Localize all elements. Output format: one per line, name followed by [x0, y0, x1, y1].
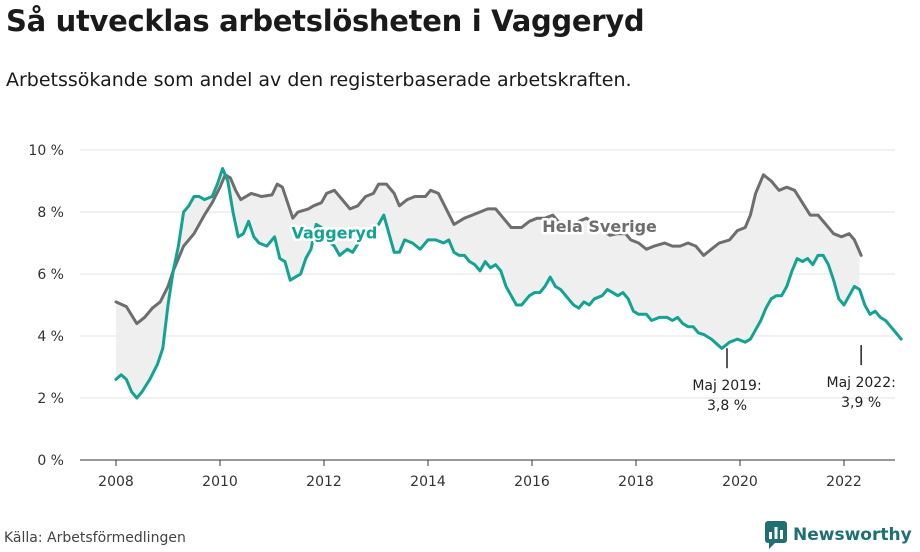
x-tick-label: 2022: [826, 474, 862, 490]
x-tick-label: 2016: [514, 474, 550, 490]
chart-title: Så utvecklas arbetslösheten i Vaggeryd: [6, 4, 645, 38]
difference-band: [116, 168, 860, 398]
newsworthy-logo-icon: [765, 521, 787, 549]
brand-logo: Newsworthy: [765, 520, 912, 550]
series-label-halo: Hela Sverige: [542, 217, 657, 236]
band-area: [116, 168, 860, 398]
annotation-text: 3,8 %: [707, 398, 747, 414]
series-label-sverige: Hela Sverige: [542, 217, 657, 236]
series-label-vaggeryd: Vaggeryd: [291, 223, 377, 242]
annotations: Maj 2019: 3,8 % Maj 2022: 3,9 %: [692, 345, 896, 414]
series: [114, 167, 903, 400]
y-tick-label: 0 %: [37, 453, 64, 469]
source-note: Källa: Arbetsförmedlingen: [4, 530, 186, 546]
y-tick-label: 2 %: [37, 391, 64, 407]
series-line-vaggeryd: [114, 167, 903, 400]
x-tick-label: 2012: [306, 474, 342, 490]
x-tick-label: 2018: [618, 474, 654, 490]
annotation-text: 3,9 %: [841, 395, 881, 411]
y-tick-label: 4 %: [37, 329, 64, 345]
y-tick-label: 10 %: [28, 143, 64, 159]
chart-subtitle: Arbetssökande som andel av den registerb…: [6, 69, 632, 91]
x-tick-label: 2014: [410, 474, 446, 490]
x-tick-label: 2020: [722, 474, 758, 490]
annotation-text: Maj 2019:: [692, 378, 761, 394]
brand-name: Newsworthy: [793, 525, 912, 545]
annotation-text: Maj 2022:: [826, 375, 895, 391]
x-tick-label: 2008: [98, 474, 134, 490]
y-tick-label: 6 %: [37, 267, 64, 283]
series-label-halo: Vaggeryd: [291, 223, 377, 242]
series-line-sverige: [114, 173, 863, 326]
x-tick-label: 2010: [202, 474, 238, 490]
y-tick-label: 8 %: [37, 205, 64, 221]
axes: 0 % 2 % 4 % 6 % 8 % 10 % 2008 2010 2012 2014 2016 2…: [28, 143, 895, 490]
